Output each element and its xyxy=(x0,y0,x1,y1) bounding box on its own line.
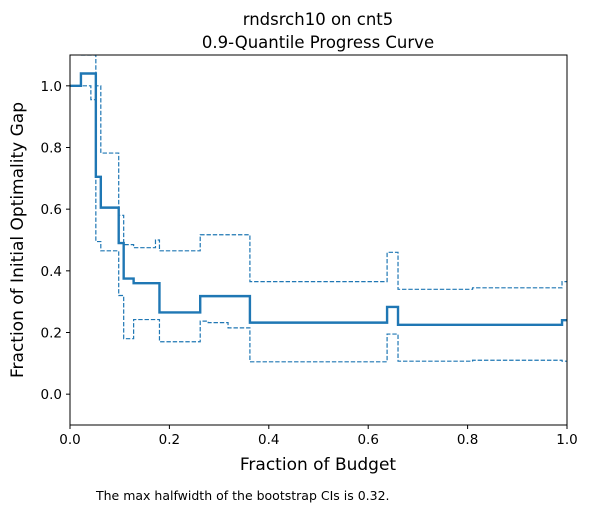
x-tick-label: 1.0 xyxy=(556,432,577,448)
x-tick-label: 0.6 xyxy=(357,432,378,448)
series-line-ci-bound-2 xyxy=(70,85,567,363)
footnote: The max halfwidth of the bootstrap CIs i… xyxy=(96,488,390,503)
x-tick-label: 0.8 xyxy=(457,432,478,448)
x-tick-label: 0.4 xyxy=(258,432,279,448)
y-tick-label: 0.8 xyxy=(41,141,62,157)
y-tick-label: 0.6 xyxy=(41,202,62,218)
x-tick-label: 0.2 xyxy=(159,432,180,448)
plot-frame xyxy=(69,54,568,426)
chart-subtitle: 0.9-Quantile Progress Curve xyxy=(202,33,434,52)
y-tick-label: 0.0 xyxy=(41,387,62,403)
y-tick-label: 0.4 xyxy=(41,264,62,280)
series-line-quantile xyxy=(70,72,567,326)
x-axis-label: Fraction of Budget xyxy=(240,455,397,475)
y-axis: 0.0 0.2 0.4 0.6 0.8 1.0 xyxy=(41,79,70,403)
chart-title: rndsrch10 on cnt5 xyxy=(243,10,394,29)
y-tick-label: 0.2 xyxy=(41,326,62,342)
x-tick-label: 0.0 xyxy=(59,432,80,448)
plot-area xyxy=(70,55,567,363)
y-axis-label: Fraction of Initial Optimality Gap xyxy=(8,102,28,378)
y-tick-label: 1.0 xyxy=(41,79,62,95)
series-line-ci-bound-1 xyxy=(80,55,567,290)
x-axis: 0.0 0.2 0.4 0.6 0.8 1.0 xyxy=(59,425,578,448)
